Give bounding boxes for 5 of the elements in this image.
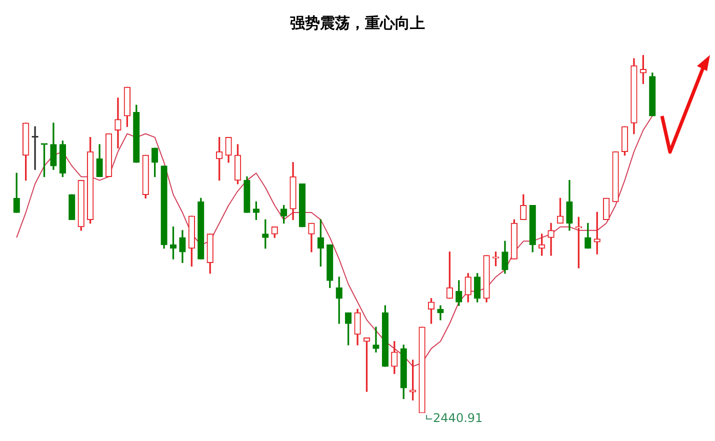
candlestick (548, 222, 554, 256)
chart-title: 强势震荡，重心向上 (289, 14, 426, 33)
candlestick (372, 326, 380, 352)
annotation: 2440.91 (433, 411, 483, 426)
candlestick (114, 98, 122, 148)
